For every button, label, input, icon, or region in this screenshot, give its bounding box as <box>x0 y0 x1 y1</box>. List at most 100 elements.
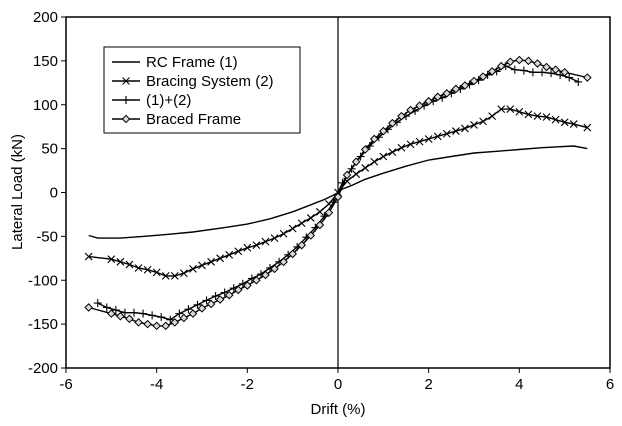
y-tick-label: 100 <box>33 97 58 114</box>
marker-stroke <box>497 105 506 114</box>
marker-stroke <box>116 257 125 266</box>
data-point <box>388 148 397 157</box>
marker-stroke <box>451 127 460 135</box>
data-point <box>207 257 215 266</box>
data-point <box>388 118 397 128</box>
data-point <box>157 313 166 322</box>
data-point <box>224 290 234 300</box>
data-point <box>551 65 560 74</box>
marker-stroke <box>252 241 261 250</box>
data-point <box>515 107 524 116</box>
x-tick-label: 0 <box>334 376 342 393</box>
data-point <box>470 121 478 129</box>
data-point <box>279 257 288 267</box>
data-point <box>496 61 506 71</box>
data-point <box>519 66 528 75</box>
data-point <box>288 224 297 233</box>
data-point <box>134 318 143 327</box>
data-point <box>510 65 519 74</box>
data-point <box>211 292 220 301</box>
data-point <box>179 313 189 323</box>
y-tick-label: -50 <box>36 228 58 245</box>
data-point <box>111 306 120 315</box>
marker-stroke <box>424 135 433 143</box>
data-point <box>234 247 243 256</box>
data-point <box>288 249 297 259</box>
marker-stroke <box>479 117 487 126</box>
data-point <box>506 105 515 114</box>
x-tick-label: -6 <box>59 376 72 393</box>
data-point <box>370 157 379 166</box>
data-point <box>198 261 206 270</box>
marker-stroke <box>306 214 315 222</box>
y-tick-label: 150 <box>33 53 58 70</box>
data-point <box>379 126 388 136</box>
data-point <box>166 315 175 324</box>
data-point <box>352 170 361 178</box>
data-point <box>202 296 211 305</box>
data-point <box>84 303 93 312</box>
legend-entry: Braced Frame <box>112 111 241 128</box>
data-point <box>107 309 116 318</box>
marker-stroke <box>406 140 415 149</box>
data-point <box>243 281 252 290</box>
data-point <box>560 118 569 127</box>
marker-stroke <box>270 234 279 243</box>
legend-label: Braced Frame <box>146 111 241 128</box>
data-point <box>152 268 161 277</box>
data-point <box>583 123 592 132</box>
data-point <box>415 137 424 146</box>
marker-stroke <box>84 252 93 261</box>
legend-entry: (1)+(2) <box>112 92 191 109</box>
data-point <box>161 321 171 331</box>
marker-stroke <box>533 112 542 121</box>
data-point <box>528 68 537 77</box>
marker-stroke <box>189 264 197 273</box>
legend-entry: Bracing System (2) <box>112 73 274 90</box>
data-point <box>442 89 452 98</box>
marker-stroke <box>325 200 333 208</box>
data-point <box>379 152 388 161</box>
marker-stroke <box>143 265 152 274</box>
data-point <box>206 299 216 309</box>
y-tick-label: -150 <box>28 316 58 333</box>
data-point <box>406 140 415 149</box>
data-point <box>93 299 102 308</box>
data-point <box>324 208 334 217</box>
data-point <box>560 67 569 77</box>
data-point <box>451 84 461 94</box>
data-point <box>574 77 583 86</box>
data-point <box>505 57 515 67</box>
marker-stroke <box>279 229 288 238</box>
data-point <box>397 111 406 121</box>
marker-stroke <box>551 115 560 124</box>
data-point <box>406 105 415 115</box>
data-point <box>188 309 198 318</box>
marker-stroke <box>361 164 370 172</box>
data-point <box>125 314 134 324</box>
marker-stroke <box>243 243 252 252</box>
data-point <box>297 240 307 250</box>
y-tick-label: 50 <box>41 141 58 158</box>
marker-stroke <box>261 237 270 246</box>
data-point <box>225 250 234 259</box>
data-point <box>342 170 352 180</box>
legend-marker <box>121 114 131 124</box>
data-point <box>351 157 361 167</box>
data-point <box>461 124 469 133</box>
marker-stroke <box>583 123 592 132</box>
data-point <box>533 112 542 121</box>
data-point <box>102 303 111 312</box>
x-axis-label: Drift (%) <box>311 401 366 418</box>
data-point <box>415 101 424 110</box>
data-point <box>515 55 524 65</box>
data-point <box>139 309 148 318</box>
data-point <box>243 243 252 252</box>
data-point <box>252 241 261 250</box>
y-tick-label: 0 <box>50 185 58 202</box>
marker-stroke <box>397 143 406 152</box>
data-point <box>170 318 180 327</box>
data-point <box>306 231 316 240</box>
marker-stroke <box>134 264 143 272</box>
marker-stroke <box>161 271 170 280</box>
